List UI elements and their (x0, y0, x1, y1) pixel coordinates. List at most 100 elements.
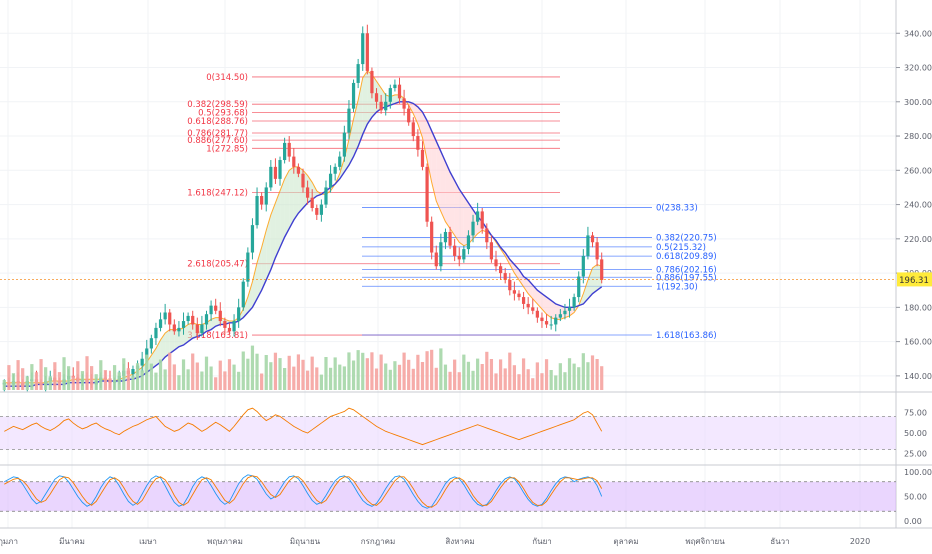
volume-bar (333, 357, 337, 390)
candle-body (218, 310, 222, 322)
candle (563, 303, 567, 320)
candle (379, 94, 383, 114)
time-axis[interactable]: กุมภา มีนาคม เมษา พฤษภาคม มิถุนายน กรกฎาคม สิง… (0, 537, 870, 546)
volume-bar (177, 375, 181, 390)
candle-body (439, 242, 443, 267)
candle (264, 182, 268, 212)
volume-bar (411, 368, 415, 390)
y-tick-label: 260.00 (904, 166, 932, 175)
candle (356, 58, 360, 89)
candle-body (172, 324, 176, 332)
candle (476, 202, 480, 226)
volume-bar (485, 351, 489, 390)
volume-bar (370, 352, 374, 390)
volume-bar (328, 367, 333, 390)
candle (351, 79, 356, 113)
fib-label: 0.5(215.32) (656, 243, 706, 253)
volume-bar (549, 370, 553, 390)
volume-bar (85, 356, 89, 390)
candle (554, 314, 558, 332)
candle-body (508, 279, 512, 291)
candle (549, 315, 553, 330)
candle (466, 230, 471, 255)
volume-bar (462, 354, 466, 390)
volume-bar (407, 359, 411, 390)
candle (457, 247, 461, 267)
ma-fill (523, 276, 529, 294)
ma-fill (312, 182, 317, 200)
x-tick-label: ตุลาคม (613, 537, 638, 546)
candle (342, 125, 346, 162)
candle (540, 312, 544, 328)
candle (374, 88, 379, 109)
fib-label: 3.618(163.81) (187, 331, 248, 341)
rsi-tick-label: 75.00 (904, 408, 927, 417)
candle-body (145, 348, 149, 359)
candle (453, 238, 457, 262)
volume-bar (53, 362, 57, 390)
volume-bar (558, 363, 562, 390)
candle (393, 79, 397, 92)
x-tick-label: มิถุนายน (290, 537, 321, 546)
candle (535, 307, 539, 323)
candle-body (535, 310, 539, 318)
volume-bar (374, 368, 379, 390)
candle (439, 233, 443, 272)
volume-bar (90, 366, 94, 390)
candle-body (177, 327, 181, 332)
volume-bar (99, 360, 103, 390)
volume-bar (425, 351, 429, 390)
candle-body (503, 273, 507, 280)
volume-bar (278, 358, 282, 390)
candle-body (154, 327, 158, 339)
candle-body (232, 321, 236, 332)
volume-bar (94, 374, 98, 390)
volume-bar (246, 358, 250, 390)
candle-body (315, 207, 319, 215)
candle (195, 317, 199, 340)
volume-bar (292, 366, 296, 390)
ma-fill (183, 324, 189, 346)
volume-bar (388, 369, 392, 390)
stoch-tick-label: 0.00 (904, 517, 922, 526)
volume-bar (117, 372, 121, 390)
candle (517, 290, 521, 301)
candle (397, 77, 402, 104)
candle-body (521, 297, 526, 304)
candle (586, 226, 590, 260)
candle-body (471, 221, 475, 236)
volume-bar (305, 370, 310, 390)
candle (531, 298, 535, 315)
stoch-d-line (4, 475, 603, 508)
volume-bar (131, 376, 135, 390)
x-tick-label: มีนาคม (59, 537, 85, 546)
volume-bar (508, 352, 512, 390)
candle-body (411, 122, 415, 137)
ma-fill (348, 118, 354, 166)
volume-bar (439, 348, 443, 390)
last-price-tag-text: 196.31 (899, 276, 929, 286)
volume-bar (200, 371, 204, 390)
candle (471, 214, 475, 243)
volume-bar (498, 359, 503, 390)
candle-body (425, 166, 429, 222)
candle-body (214, 305, 218, 311)
candle (595, 237, 599, 267)
candle (214, 298, 218, 315)
candle-body (260, 196, 264, 205)
candle-body (191, 315, 195, 325)
candle (287, 136, 291, 162)
ma-fill (413, 103, 418, 125)
candle (521, 291, 526, 310)
volume-bar (140, 370, 144, 390)
candle-body (517, 293, 521, 298)
volume-bar (434, 367, 438, 390)
volume-bar (489, 359, 494, 390)
moving-averages (4, 70, 603, 387)
candle-body (512, 290, 516, 294)
ma-fill (252, 262, 258, 308)
candle (503, 267, 507, 284)
volume-bar (16, 360, 20, 390)
